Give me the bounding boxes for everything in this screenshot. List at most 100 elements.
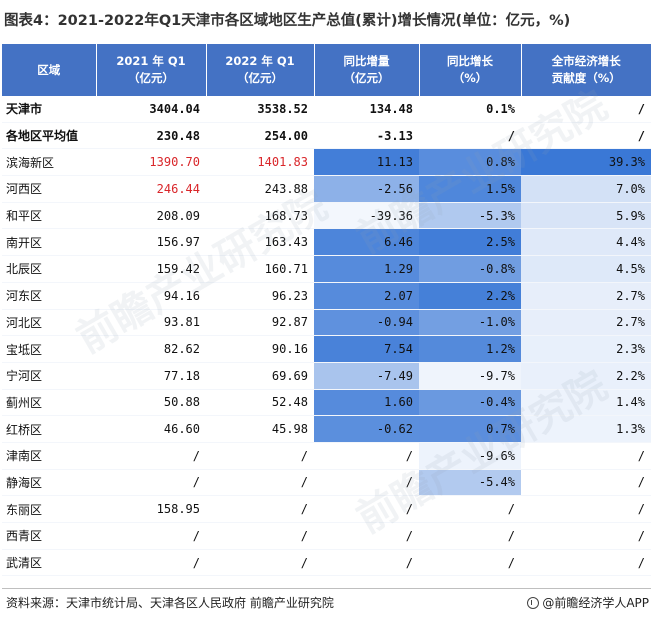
value-cell: 2.2% bbox=[419, 282, 521, 310]
value-cell: 243.88 bbox=[206, 175, 314, 203]
table-row: 红桥区 46.60 45.98 -0.62 0.7% 1.3% bbox=[2, 415, 651, 443]
column-header-line: （亿元） bbox=[343, 71, 390, 85]
header-row: 区域 2021 年 Q1 （亿元） 2022 年 Q1 （亿元） 同比增量 （亿元） 同比增长… bbox=[2, 44, 651, 96]
region-name-cell: 各地区平均值 bbox=[2, 122, 96, 150]
value-cell: / bbox=[314, 522, 419, 550]
region-name-cell: 宝坻区 bbox=[2, 335, 96, 363]
column-header-line: 2021 年 Q1 bbox=[116, 54, 186, 68]
value-cell: 160.71 bbox=[206, 255, 314, 283]
value-cell: / bbox=[521, 442, 651, 470]
value-cell: / bbox=[521, 549, 651, 577]
value-cell: 246.44 bbox=[96, 175, 206, 203]
value-cell: 50.88 bbox=[96, 389, 206, 417]
table-row: 津南区 / / / -9.6% / bbox=[2, 442, 651, 470]
region-name-cell: 河西区 bbox=[2, 175, 96, 203]
value-cell: 254.00 bbox=[206, 122, 314, 150]
value-cell: 11.13 bbox=[314, 148, 419, 177]
column-header: 全市经济增长 贡献度（%） bbox=[520, 44, 651, 96]
brand-icon bbox=[527, 596, 540, 609]
table-row: 宁河区 77.18 69.69 -7.49 -9.7% 2.2% bbox=[2, 362, 651, 390]
region-name-cell: 和平区 bbox=[2, 202, 96, 230]
value-cell: 158.95 bbox=[96, 495, 206, 523]
value-cell: 94.16 bbox=[96, 282, 206, 310]
brand-label: @前瞻经济学人APP bbox=[527, 594, 649, 611]
table-row: 各地区平均值 230.48 254.00 -3.13// bbox=[2, 122, 651, 150]
column-header-line: （亿元） bbox=[128, 71, 174, 85]
table-row: 南开区 156.97 163.43 6.46 2.5% 4.4% bbox=[2, 228, 651, 257]
value-cell: -0.8% bbox=[419, 255, 521, 283]
column-header: 区域 bbox=[2, 44, 96, 96]
value-cell: 2.3% bbox=[521, 335, 651, 363]
value-cell: / bbox=[521, 522, 651, 550]
region-name-cell: 天津市 bbox=[2, 96, 96, 123]
table-row: 河东区 94.16 96.23 2.07 2.2% 2.7% bbox=[2, 282, 651, 310]
column-header-line: （亿元） bbox=[237, 71, 283, 85]
value-cell: / bbox=[314, 549, 419, 577]
value-cell: 2.7% bbox=[521, 309, 651, 337]
value-cell: / bbox=[314, 495, 419, 523]
value-cell: 96.23 bbox=[206, 282, 314, 310]
value-cell: 208.09 bbox=[96, 202, 206, 230]
table-row: 天津市 3404.04 3538.52 134.48 0.1% / bbox=[2, 96, 651, 123]
value-cell: 156.97 bbox=[96, 228, 206, 257]
table-row: 东丽区 158.95// / / bbox=[2, 495, 651, 523]
value-cell: / bbox=[419, 495, 521, 523]
value-cell: / bbox=[206, 495, 314, 523]
value-cell: / bbox=[314, 469, 419, 497]
value-cell: / bbox=[419, 122, 521, 150]
value-cell: 1.60 bbox=[314, 389, 419, 417]
value-cell: / bbox=[96, 442, 206, 470]
value-cell: 1390.70 bbox=[96, 148, 206, 177]
value-cell: / bbox=[521, 96, 651, 123]
column-header: 2021 年 Q1 （亿元） bbox=[95, 44, 206, 96]
table-row: 北辰区 159.42 160.71 1.29 -0.8% 4.5% bbox=[2, 255, 651, 283]
value-cell: 0.8% bbox=[419, 148, 521, 177]
table-body: 天津市 3404.04 3538.52 134.48 0.1% / 各地区平均值 230.48… bbox=[2, 96, 651, 577]
value-cell: / bbox=[521, 122, 651, 150]
column-header-line: 区域 bbox=[37, 62, 61, 77]
chart-title: 图表4：2021-2022年Q1天津市各区域地区生产总值(累计)增长情况(单位：… bbox=[4, 13, 571, 29]
region-name-cell: 静海区 bbox=[2, 469, 96, 497]
value-cell: / bbox=[314, 442, 419, 470]
value-cell: / bbox=[521, 495, 651, 523]
value-cell: 7.0% bbox=[521, 175, 651, 203]
value-cell: / bbox=[206, 549, 314, 577]
table-header: 区域 2021 年 Q1 （亿元） 2022 年 Q1 （亿元） 同比增量 （亿元） 同比增长… bbox=[2, 44, 651, 96]
source-note: 资料来源：天津市统计局、天津各区人民政府 前瞻产业研究院 bbox=[6, 596, 334, 610]
value-cell: / bbox=[206, 442, 314, 470]
value-cell: 6.46 bbox=[314, 228, 419, 257]
value-cell: / bbox=[96, 549, 206, 577]
value-cell: / bbox=[419, 549, 521, 577]
value-cell: 5.9% bbox=[521, 202, 651, 230]
value-cell: -3.13 bbox=[314, 122, 419, 150]
value-cell: 134.48 bbox=[314, 96, 419, 123]
value-cell: -5.3% bbox=[419, 202, 521, 230]
region-name-cell: 蓟州区 bbox=[2, 389, 96, 417]
value-cell: / bbox=[419, 522, 521, 550]
value-cell: 3538.52 bbox=[206, 96, 314, 123]
value-cell: -7.49 bbox=[314, 362, 419, 390]
region-name-cell: 津南区 bbox=[2, 442, 96, 470]
value-cell: -0.94 bbox=[314, 309, 419, 337]
value-cell: 230.48 bbox=[96, 122, 206, 150]
region-name-cell: 红桥区 bbox=[2, 415, 96, 443]
column-header-line: 同比增量 bbox=[343, 54, 390, 68]
value-cell: 168.73 bbox=[206, 202, 314, 230]
value-cell: 4.4% bbox=[521, 228, 651, 257]
value-cell: 2.5% bbox=[419, 228, 521, 257]
data-table: 区域 2021 年 Q1 （亿元） 2022 年 Q1 （亿元） 同比增量 （亿元） 同比增长… bbox=[2, 44, 651, 577]
footer-divider bbox=[2, 588, 651, 589]
table-row: 蓟州区 50.88 52.48 1.60 -0.4% 1.4% bbox=[2, 389, 651, 417]
column-header-line: 全市经济增长 bbox=[551, 54, 621, 68]
value-cell: 1.4% bbox=[521, 389, 651, 417]
value-cell: 69.69 bbox=[206, 362, 314, 390]
table-row: 武清区 / / / / / bbox=[2, 549, 651, 577]
value-cell: 52.48 bbox=[206, 389, 314, 417]
table-row: 宝坻区 82.62 90.16 7.54 1.2% 2.3% bbox=[2, 335, 651, 363]
value-cell: -39.36 bbox=[314, 202, 419, 230]
value-cell: 1.3% bbox=[521, 415, 651, 443]
region-name-cell: 武清区 bbox=[2, 549, 96, 577]
column-header-line: （%） bbox=[452, 71, 488, 85]
value-cell: 2.7% bbox=[521, 282, 651, 310]
value-cell: 39.3% bbox=[521, 148, 651, 177]
